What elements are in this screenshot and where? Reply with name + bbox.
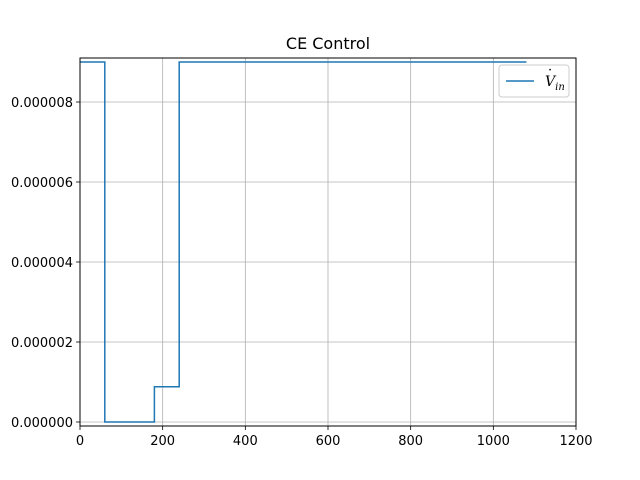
y-tick-label: 0.000002 [11, 336, 73, 351]
x-tick-label: 800 [398, 434, 423, 449]
legend-dot: · [548, 63, 552, 78]
grid [79, 58, 577, 426]
y-tick-label: 0.000004 [11, 256, 73, 271]
x-tick-label: 200 [150, 434, 175, 449]
legend-subscript: in [555, 82, 565, 93]
legend-label: Vin [545, 74, 565, 93]
x-tick-label: 1000 [477, 434, 510, 449]
series-layer [80, 61, 527, 423]
x-axis: 0 200 400 600 800 1000 1200 [76, 426, 593, 449]
series-line [80, 61, 527, 423]
x-tick-label: 400 [233, 434, 258, 449]
y-tick-label: 0.000000 [11, 416, 73, 431]
y-axis: 0.000000 0.000002 0.000004 0.000006 0.000008 [11, 96, 80, 431]
y-tick-label: 0.000006 [11, 176, 73, 191]
y-tick-label: 0.000008 [11, 96, 73, 111]
legend: Vin · [498, 63, 570, 98]
legend-symbol: V [545, 74, 557, 90]
x-tick-label: 600 [316, 434, 341, 449]
x-tick-label: 1200 [559, 434, 592, 449]
chart-title: CE Control [286, 34, 370, 53]
x-tick-label: 0 [76, 434, 84, 449]
